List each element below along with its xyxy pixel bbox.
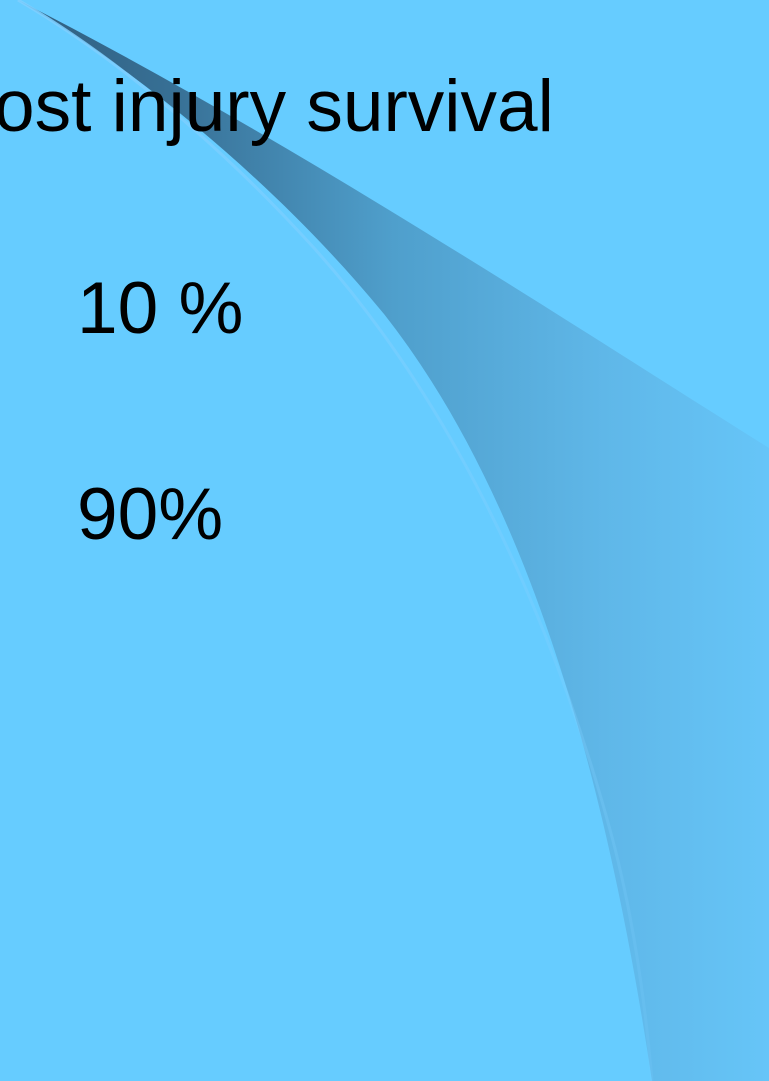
slide-title: ost injury survival [0,66,554,147]
percentage-value-first: 10 % [77,268,244,349]
percentage-value-second: 90% [77,474,224,555]
